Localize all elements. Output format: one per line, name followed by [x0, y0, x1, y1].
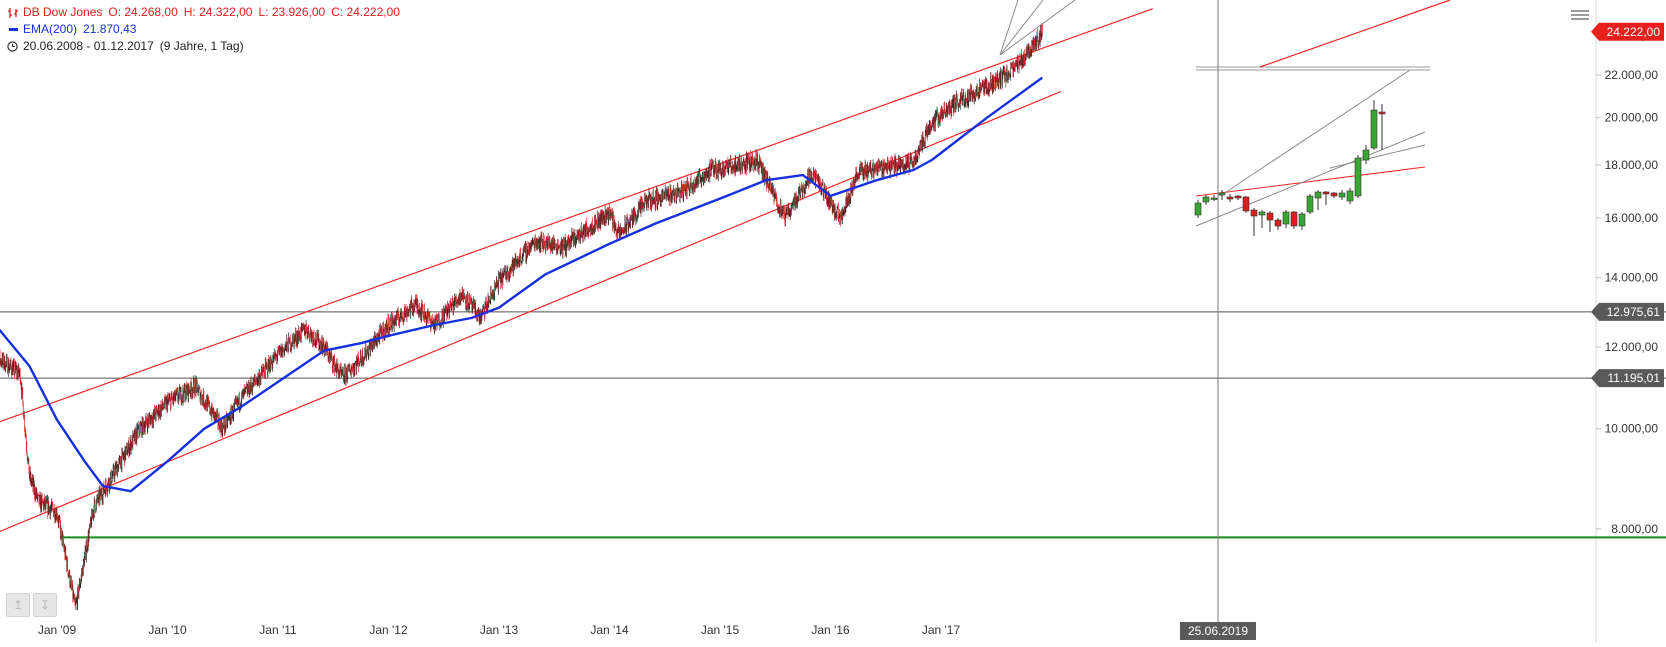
menu-bar [1571, 14, 1589, 16]
inset-candle[interactable] [1338, 192, 1346, 198]
y-tick-label: 12.000,00 [1605, 340, 1659, 354]
open-value: O: 24.268,00 [108, 5, 178, 19]
clock-icon [7, 41, 18, 52]
x-tick-label: Jan '10 [148, 623, 187, 637]
instrument-name[interactable]: DB Dow Jones [23, 5, 103, 19]
inset-candle[interactable] [1306, 195, 1314, 213]
fan-line[interactable] [999, 0, 1076, 56]
inset-candle[interactable] [1346, 190, 1354, 202]
x-tick-label: Jan '09 [38, 623, 77, 637]
crosshair-date-badge [1180, 622, 1256, 640]
ohlc-icon [8, 7, 18, 18]
level-upper-badge[interactable]: 12.975,61 [1591, 302, 1664, 321]
level-lower-badge-label: 11.195,01 [1608, 371, 1661, 385]
ema-row: EMA(200) 21.870,43 [7, 21, 400, 38]
last-price-badge[interactable]: 24.222,00 [1591, 22, 1664, 41]
x-tick-label: Jan '11 [259, 623, 297, 637]
crosshair-date-label: 25.06.2019 [1188, 624, 1248, 638]
inset-candle[interactable] [1202, 196, 1210, 203]
y-tick-label: 16.000,00 [1605, 211, 1659, 225]
zoom-controls: ↥ ↧ [6, 593, 57, 617]
fan-line[interactable] [999, 0, 1019, 56]
inset-candle[interactable] [1242, 196, 1250, 212]
ohlc-row: DB Dow Jones O: 24.268,00 H: 24.322,00 L… [7, 4, 400, 21]
inset-candle[interactable] [1314, 191, 1322, 199]
inset-candle[interactable] [1370, 109, 1378, 149]
level-lower-badge-shape [1591, 369, 1664, 388]
last-price-badge-label: 24.222,00 [1607, 25, 1661, 39]
chart-legend: DB Dow Jones O: 24.268,00 H: 24.322,00 L… [7, 4, 400, 55]
x-tick-label: Jan '14 [590, 623, 629, 637]
inset-trend-line[interactable] [1329, 144, 1426, 169]
inset-candle[interactable] [1274, 219, 1282, 227]
fan-line[interactable] [999, 0, 1044, 56]
level-upper-badge-label: 12.975,61 [1607, 305, 1661, 319]
range-detail: (9 Jahre, 1 Tag) [159, 39, 244, 53]
inset-candle[interactable] [1378, 111, 1386, 115]
menu-bar [1571, 10, 1589, 12]
last-price-badge-shape [1591, 22, 1664, 41]
inset-candle[interactable] [1354, 157, 1362, 197]
ema-200-line[interactable] [0, 76, 1044, 493]
zoom-out-icon[interactable]: ↧ [33, 593, 57, 617]
x-tick-label: Jan '16 [811, 623, 850, 637]
inset-candle[interactable] [1234, 195, 1242, 199]
x-tick-label: Jan '13 [480, 623, 519, 637]
zoom-in-icon[interactable]: ↥ [6, 593, 30, 617]
y-tick-label: 22.000,00 [1605, 68, 1659, 82]
inset-candle[interactable] [1282, 211, 1290, 225]
y-tick-label: 8.000,00 [1611, 522, 1658, 536]
high-value: H: 24.322,00 [183, 5, 253, 19]
inset-candle[interactable] [1298, 213, 1306, 227]
channel-upper-line[interactable] [0, 8, 1153, 425]
close-value: C: 24.222,00 [331, 5, 400, 19]
inset-candle[interactable] [1194, 202, 1202, 216]
inset-channel-lower[interactable] [1195, 166, 1426, 197]
inset-trend-line[interactable] [1195, 131, 1426, 227]
menu-bar [1571, 18, 1589, 20]
level-lower-badge[interactable]: 11.195,01 [1591, 369, 1664, 388]
inset-candle[interactable] [1330, 192, 1338, 197]
low-value: L: 23.926,00 [258, 5, 326, 19]
y-tick-label: 20.000,00 [1605, 111, 1659, 125]
ema-label[interactable]: EMA(200) [23, 22, 78, 36]
inset-channel-upper[interactable] [1259, 0, 1451, 68]
inset-candle[interactable] [1218, 192, 1226, 196]
inset-candle[interactable] [1258, 211, 1266, 216]
inset-trend-line[interactable] [1219, 69, 1411, 197]
hamburger-menu-icon[interactable] [1571, 8, 1589, 22]
x-tick-label: Jan '15 [701, 623, 740, 637]
range-row: 20.06.2008 - 01.12.2017 (9 Jahre, 1 Tag) [7, 38, 400, 55]
ema-value: 21.870,43 [83, 22, 137, 36]
inset-candle[interactable] [1322, 191, 1330, 195]
inset-candle[interactable] [1250, 209, 1258, 217]
y-tick-label: 10.000,00 [1605, 422, 1659, 436]
ema-swatch [9, 28, 18, 31]
inset-candle[interactable] [1362, 149, 1370, 161]
y-tick-label: 14.000,00 [1605, 271, 1659, 285]
inset-candle[interactable] [1226, 196, 1234, 200]
level-upper-badge-shape [1591, 302, 1664, 321]
y-tick-label: 18.000,00 [1605, 158, 1659, 172]
inset-candle[interactable] [1290, 211, 1298, 227]
x-tick-label: Jan '12 [369, 623, 408, 637]
inset-candle[interactable] [1210, 197, 1218, 200]
inset-candle[interactable] [1266, 212, 1274, 221]
x-tick-label: Jan '17 [922, 623, 961, 637]
date-range: 20.06.2008 - 01.12.2017 [23, 39, 154, 53]
